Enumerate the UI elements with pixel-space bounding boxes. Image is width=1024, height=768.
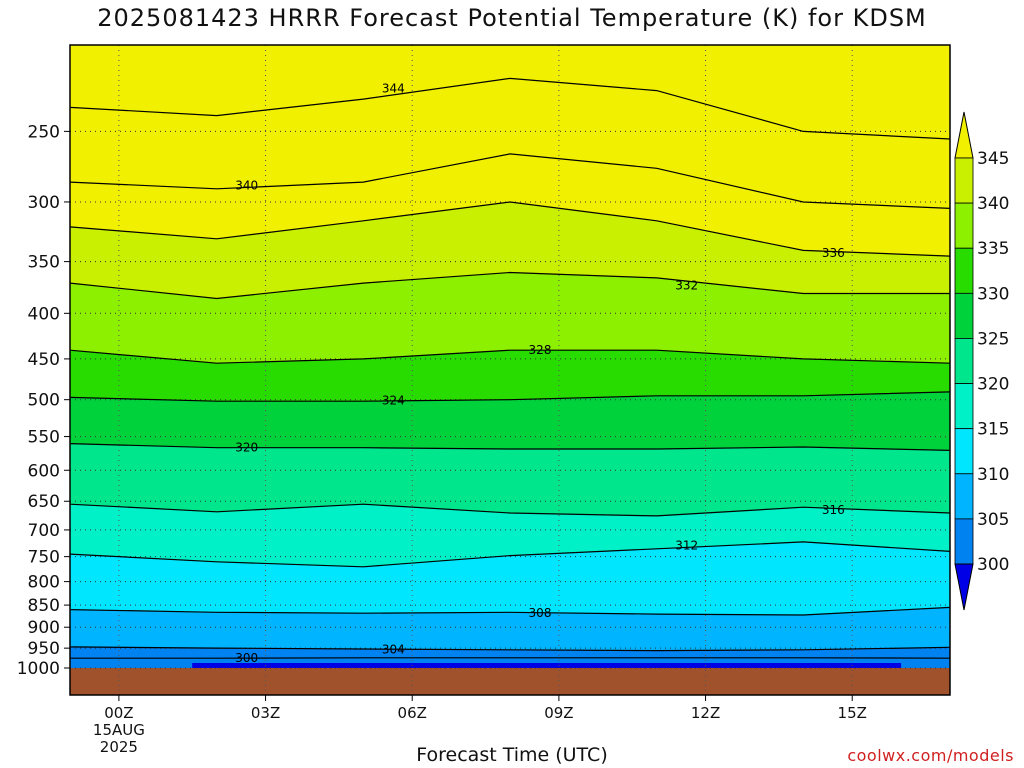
contour-344 bbox=[69, 77, 951, 140]
contour-label: 316 bbox=[822, 503, 845, 517]
y-tick-label: 1000 bbox=[17, 659, 60, 679]
colorbar-segment bbox=[954, 292, 974, 339]
y-tick-label: 950 bbox=[28, 639, 60, 659]
contour-label: 304 bbox=[382, 642, 405, 656]
contour-label: 332 bbox=[675, 279, 698, 293]
contour-316 bbox=[69, 503, 951, 517]
y-tick-label: 350 bbox=[28, 253, 60, 273]
contour-320 bbox=[69, 443, 951, 451]
plot-frame bbox=[69, 44, 951, 696]
colorbar-label: 345 bbox=[977, 149, 1009, 169]
colorbar-segment bbox=[954, 157, 974, 204]
contour-336 bbox=[69, 201, 951, 257]
colorbar-top-arrow bbox=[954, 111, 974, 159]
colorbar-segment bbox=[954, 338, 974, 384]
contour-324 bbox=[69, 391, 951, 402]
colorbar-label: 335 bbox=[977, 239, 1009, 259]
x-tick-sublabel: 2025 bbox=[100, 738, 138, 756]
x-tick-label: 00Z bbox=[104, 704, 133, 722]
y-tick-label: 650 bbox=[28, 492, 60, 512]
x-tick-label: 06Z bbox=[398, 704, 427, 722]
y-tick-label: 250 bbox=[28, 122, 60, 142]
y-tick-label: 900 bbox=[28, 618, 60, 638]
y-tick-label: 850 bbox=[28, 596, 60, 616]
chart-title: 2025081423 HRRR Forecast Potential Tempe… bbox=[97, 4, 927, 32]
contour-label: 324 bbox=[382, 393, 405, 407]
colorbar-bottom-arrow bbox=[954, 563, 974, 611]
contour-label: 312 bbox=[675, 538, 698, 552]
colorbar-segment bbox=[954, 518, 974, 565]
contour-312 bbox=[69, 541, 951, 568]
y-tick-label: 600 bbox=[28, 461, 60, 481]
contour-label: 320 bbox=[235, 441, 258, 455]
contour-328 bbox=[69, 349, 951, 364]
colorbar-segment bbox=[954, 247, 974, 294]
contour-label: 340 bbox=[235, 178, 258, 192]
colorbar-label: 330 bbox=[977, 284, 1009, 304]
colorbar-label: 315 bbox=[977, 420, 1009, 440]
x-tick-label: 15Z bbox=[838, 704, 867, 722]
colorbar-segment bbox=[954, 202, 974, 249]
colorbar-label: 320 bbox=[977, 375, 1009, 395]
y-tick-label: 750 bbox=[28, 548, 60, 568]
colorbar-label: 300 bbox=[977, 555, 1009, 575]
colorbar-label: 305 bbox=[977, 510, 1009, 530]
colorbar-segment bbox=[954, 473, 974, 520]
contour-label: 328 bbox=[529, 343, 552, 357]
contour-332 bbox=[69, 271, 950, 300]
x-tick-label: 03Z bbox=[251, 704, 280, 722]
contour-label: 336 bbox=[822, 246, 845, 260]
y-tick-label: 400 bbox=[28, 304, 60, 324]
x-tick-sublabel: 15AUG bbox=[93, 721, 145, 739]
y-tick-label: 700 bbox=[28, 521, 60, 541]
x-tick-label: 12Z bbox=[691, 704, 720, 722]
colorbar-label: 310 bbox=[977, 465, 1009, 485]
contour-308 bbox=[69, 606, 951, 616]
colorbar-segment bbox=[954, 428, 974, 475]
contour-label: 308 bbox=[529, 606, 552, 620]
y-tick-label: 500 bbox=[28, 391, 60, 411]
x-tick-label: 09Z bbox=[544, 704, 573, 722]
credit-link[interactable]: coolwx.com/models bbox=[847, 746, 1014, 765]
y-tick-label: 800 bbox=[28, 573, 60, 593]
fill-band-300 bbox=[192, 663, 902, 668]
contour-340 bbox=[69, 153, 951, 209]
fill-band-344 bbox=[70, 45, 950, 139]
y-tick-label: 300 bbox=[28, 193, 60, 213]
ground-surface bbox=[70, 668, 950, 695]
y-tick-label: 550 bbox=[28, 428, 60, 448]
x-axis-label: Forecast Time (UTC) bbox=[416, 744, 608, 766]
colorbar-segment bbox=[954, 383, 974, 430]
colorbar-label: 325 bbox=[977, 329, 1009, 349]
contour-label: 300 bbox=[235, 651, 258, 665]
colorbar-label: 340 bbox=[977, 194, 1009, 214]
y-tick-label: 450 bbox=[28, 350, 60, 370]
contour-304 bbox=[69, 646, 951, 652]
contour-label: 344 bbox=[382, 82, 405, 96]
